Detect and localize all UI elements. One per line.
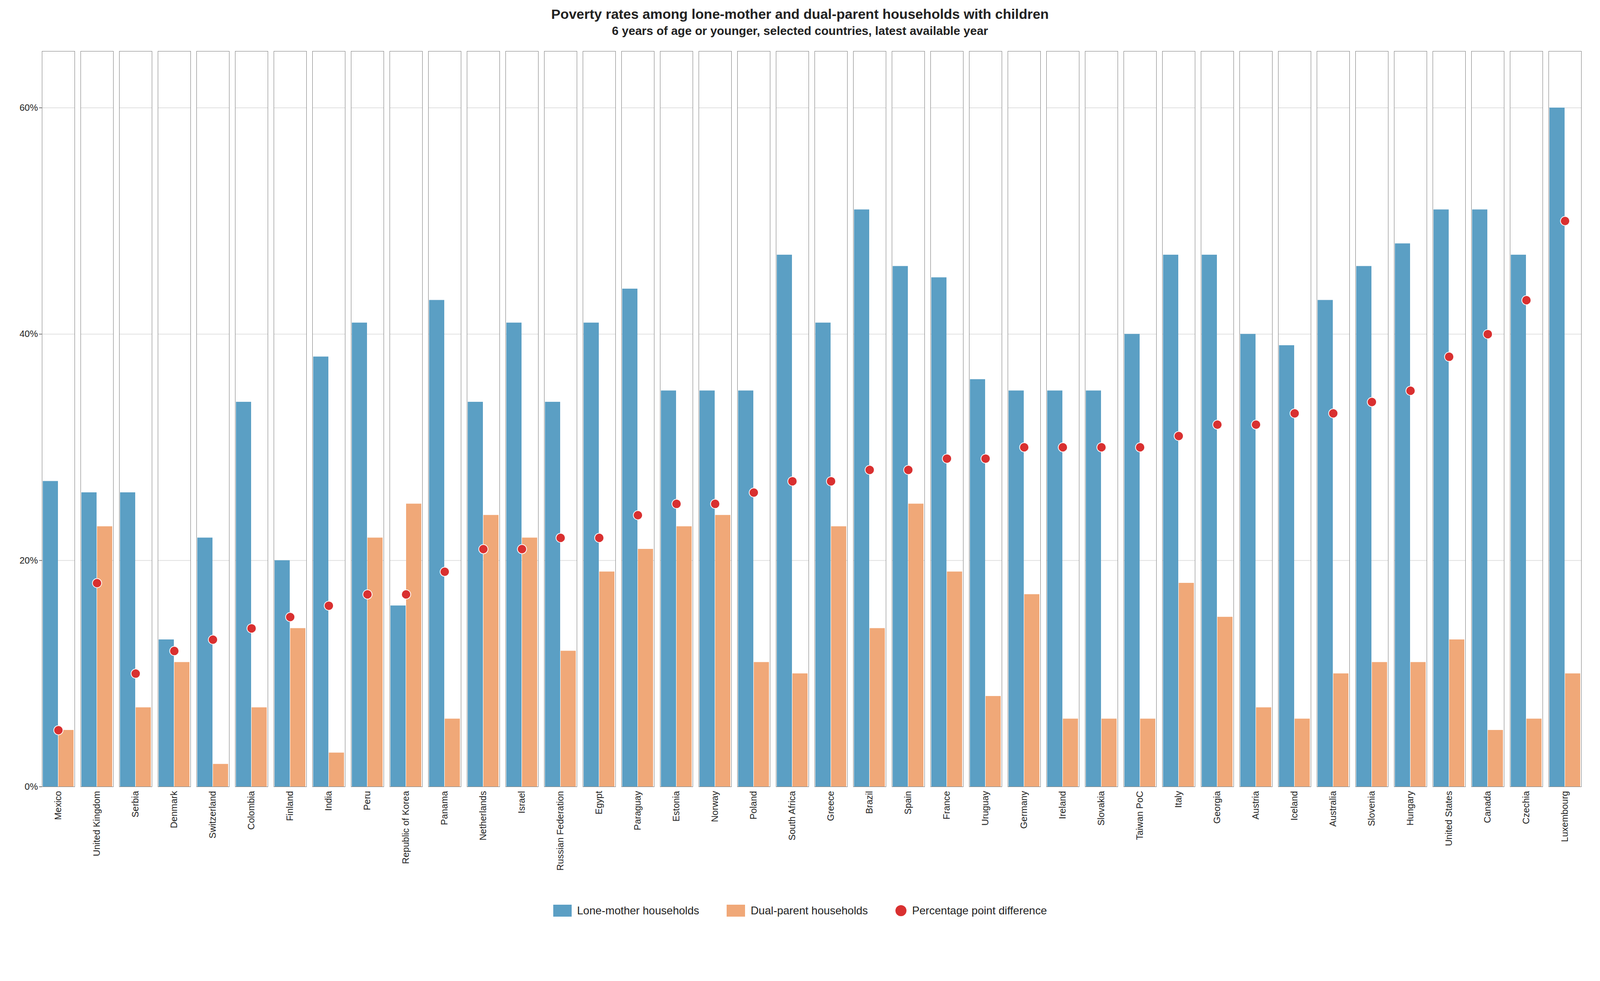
svg-text:Uruguay: Uruguay: [980, 791, 991, 827]
svg-text:Colombia: Colombia: [246, 791, 257, 831]
svg-text:Taiwan PoC: Taiwan PoC: [1134, 791, 1145, 841]
svg-text:Estonia: Estonia: [670, 791, 682, 823]
svg-text:Hungary: Hungary: [1405, 791, 1416, 827]
svg-text:Australia: Australia: [1327, 791, 1338, 828]
svg-text:Italy: Italy: [1173, 791, 1184, 809]
html-text:Percentage point difference: Percentage point difference: [912, 904, 1047, 918]
svg-text:Israel: Israel: [516, 791, 527, 815]
svg-text:Mexico: Mexico: [52, 791, 64, 821]
svg-text:60%: 60%: [19, 102, 38, 113]
html-text:6 years of age or younger, sel: 6 years of age or younger, selected coun…: [611, 23, 989, 38]
svg-text:Republic of Korea: Republic of Korea: [400, 791, 411, 865]
svg-text:Peru: Peru: [361, 791, 373, 811]
svg-text:Germany: Germany: [1018, 791, 1029, 830]
svg-text:Luxembourg: Luxembourg: [1559, 791, 1570, 843]
svg-text:France: France: [941, 791, 952, 821]
svg-text:India: India: [323, 791, 334, 812]
svg-text:Spain: Spain: [902, 791, 913, 815]
svg-text:Georgia: Georgia: [1211, 791, 1222, 825]
svg-text:Iceland: Iceland: [1289, 791, 1300, 822]
svg-text:Switzerland: Switzerland: [207, 791, 218, 839]
svg-text:Slovenia: Slovenia: [1366, 791, 1377, 827]
svg-text:United Kingdom: United Kingdom: [91, 791, 102, 857]
html-text:Dual-parent households: Dual-parent households: [750, 904, 868, 918]
svg-text:0%: 0%: [24, 781, 39, 792]
svg-text:Greece: Greece: [825, 791, 836, 822]
html-text:Lone-mother households: Lone-mother households: [577, 904, 700, 918]
svg-text:Netherlands: Netherlands: [477, 791, 488, 842]
svg-text:Slovakia: Slovakia: [1095, 791, 1107, 826]
svg-text:Czechia: Czechia: [1520, 791, 1532, 825]
svg-text:Norway: Norway: [709, 791, 720, 823]
html-text:Poverty rates among lone-mothe: Poverty rates among lone-mother and dual…: [551, 6, 1049, 22]
svg-text:Ireland: Ireland: [1057, 791, 1068, 820]
svg-text:20%: 20%: [19, 555, 38, 566]
svg-text:South Africa: South Africa: [786, 791, 798, 842]
svg-text:40%: 40%: [19, 328, 38, 339]
svg-text:Egypt: Egypt: [593, 791, 604, 815]
svg-text:Finland: Finland: [284, 791, 295, 822]
svg-text:Panama: Panama: [439, 791, 450, 826]
svg-text:Poland: Poland: [748, 791, 759, 821]
svg-text:Paraguay: Paraguay: [632, 791, 643, 832]
svg-text:Canada: Canada: [1482, 791, 1493, 824]
svg-text:United States: United States: [1443, 791, 1454, 847]
svg-text:Denmark: Denmark: [168, 791, 179, 829]
svg-text:Austria: Austria: [1250, 791, 1261, 821]
svg-text:Russian Federation: Russian Federation: [555, 791, 566, 872]
svg-text:Brazil: Brazil: [864, 791, 875, 815]
svg-text:Serbia: Serbia: [130, 791, 141, 819]
